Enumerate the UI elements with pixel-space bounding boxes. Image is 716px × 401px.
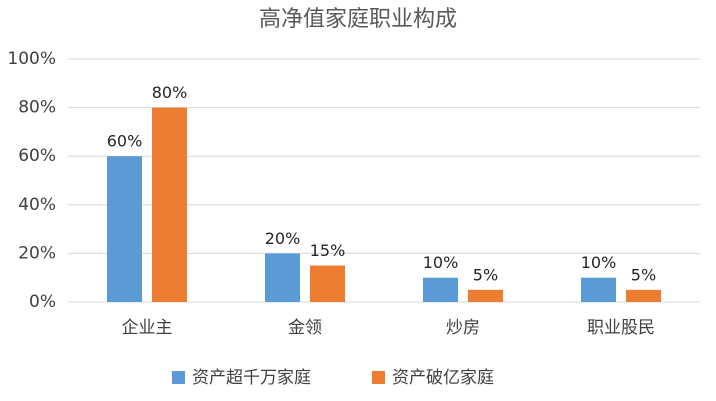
bar: [626, 289, 661, 302]
value-label: 10%: [581, 253, 617, 272]
y-tick-label: 0%: [29, 292, 56, 312]
x-tick-label: 金领: [288, 318, 322, 338]
y-tick-label: 20%: [18, 243, 56, 263]
bar: [265, 253, 300, 302]
x-tick-label: 企业主: [122, 318, 173, 338]
y-tick-label: 80%: [18, 98, 56, 118]
value-label: 5%: [473, 265, 498, 284]
value-label: 20%: [265, 229, 301, 248]
legend-label: 资产破亿家庭: [392, 368, 494, 388]
legend-label: 资产超千万家庭: [192, 368, 311, 388]
y-tick-label: 60%: [18, 146, 56, 166]
bar: [310, 265, 345, 302]
bar: [423, 277, 458, 302]
bar: [468, 289, 503, 302]
bar: [107, 156, 142, 302]
bar: [152, 107, 187, 302]
y-tick-label: 100%: [7, 49, 56, 69]
legend-swatch: [172, 371, 185, 384]
value-label: 10%: [423, 253, 459, 272]
x-tick-label: 职业股民: [587, 318, 655, 338]
value-label: 15%: [310, 241, 346, 260]
value-label: 80%: [152, 83, 188, 102]
x-tick-label: 炒房: [446, 318, 480, 338]
bar: [581, 277, 616, 302]
value-label: 60%: [107, 132, 143, 151]
y-tick-label: 40%: [18, 195, 56, 215]
chart-title: 高净值家庭职业构成: [259, 7, 457, 32]
value-label: 5%: [631, 265, 656, 284]
legend-swatch: [372, 371, 385, 384]
